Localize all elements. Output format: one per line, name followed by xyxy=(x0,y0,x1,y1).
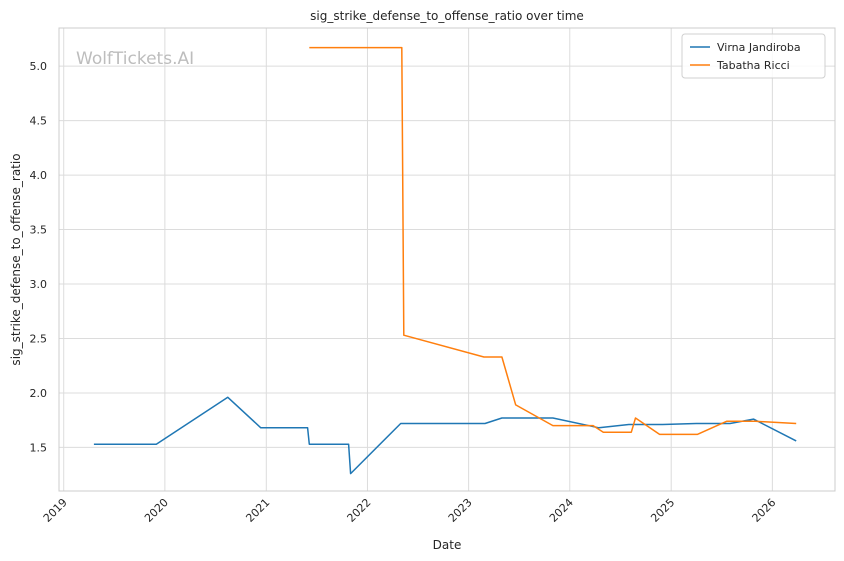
y-tick-label: 3.5 xyxy=(30,224,48,237)
x-tick-label: 2024 xyxy=(547,496,576,525)
series-line-1 xyxy=(93,396,797,475)
legend-entry: Tabatha Ricci xyxy=(716,59,790,72)
x-tick-label: 2023 xyxy=(446,496,475,525)
plot-area xyxy=(58,27,836,492)
series-line-2 xyxy=(309,46,797,436)
y-tick-label: 2.0 xyxy=(30,387,48,400)
y-axis-ticks: 1.5 2.0 2.5 3.0 3.5 4.0 4.5 5.0 xyxy=(30,60,48,454)
y-tick-label: 5.0 xyxy=(30,60,48,73)
legend: Virna Jandiroba Tabatha Ricci xyxy=(681,33,826,79)
x-tick-label: 2022 xyxy=(345,496,374,525)
grid xyxy=(59,28,835,491)
x-tick-label: 2025 xyxy=(648,496,677,525)
x-axis-label: Date xyxy=(433,538,462,552)
legend-box xyxy=(681,33,826,79)
x-tick-label: 2019 xyxy=(41,496,70,525)
chart-title: sig_strike_defense_to_offense_ratio over… xyxy=(310,9,584,23)
legend-entry: Virna Jandiroba xyxy=(717,41,801,54)
y-tick-label: 3.0 xyxy=(30,278,48,291)
watermark: WolfTickets.AI xyxy=(76,49,194,69)
y-tick-label: 4.5 xyxy=(30,115,48,128)
y-axis-label: sig_strike_defense_to_offense_ratio xyxy=(9,153,23,365)
y-tick-label: 4.0 xyxy=(30,169,48,182)
series-lines xyxy=(93,46,797,475)
y-tick-label: 1.5 xyxy=(30,441,48,454)
x-tick-label: 2020 xyxy=(142,496,171,525)
x-tick-label: 2026 xyxy=(749,496,778,525)
x-tick-label: 2021 xyxy=(243,496,272,525)
y-tick-label: 2.5 xyxy=(30,332,48,345)
x-axis-ticks: 2019 2020 2021 2022 2023 2024 2025 2026 xyxy=(41,496,779,525)
